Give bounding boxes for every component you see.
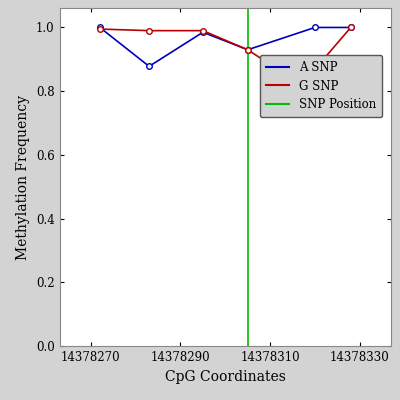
Y-axis label: Methylation Frequency: Methylation Frequency [16, 95, 30, 260]
X-axis label: CpG Coordinates: CpG Coordinates [165, 370, 286, 384]
Legend: A SNP, G SNP, SNP Position: A SNP, G SNP, SNP Position [260, 55, 382, 117]
